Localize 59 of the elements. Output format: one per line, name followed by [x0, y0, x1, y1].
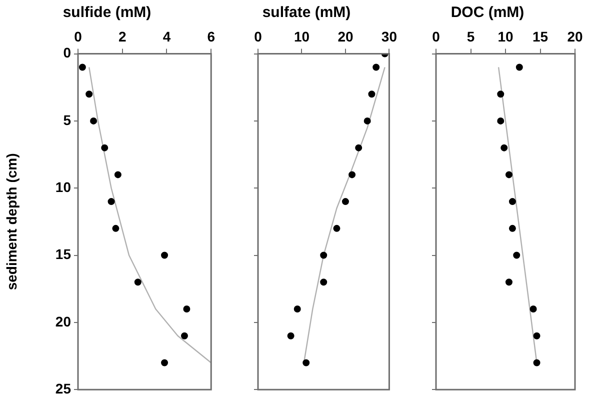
point [78, 64, 86, 71]
x-tick-label: 0 [74, 28, 82, 44]
x-tick-label: 20 [567, 28, 583, 44]
point [333, 224, 340, 232]
point [114, 171, 122, 178]
x-tick-label: 0 [432, 28, 440, 44]
y-tick-label: 20 [55, 313, 72, 330]
point [497, 90, 504, 98]
point [112, 224, 120, 232]
y-tick-label: 5 [63, 112, 72, 128]
point [183, 306, 190, 313]
point [368, 90, 376, 98]
x-tick-label: 15 [532, 28, 548, 44]
x-tick-label: 4 [162, 28, 171, 44]
point [294, 306, 301, 313]
point [348, 171, 356, 178]
point [364, 117, 371, 124]
x-tick-label: 30 [381, 28, 398, 44]
point [355, 144, 362, 152]
y-tick-label: 15 [55, 246, 72, 262]
chart-title: DOC (mM) [450, 4, 524, 22]
x-tick-label: 10 [498, 28, 514, 44]
y-tick-label: 25 [55, 380, 72, 396]
point [134, 278, 142, 286]
point [342, 198, 349, 206]
x-tick-label: 2 [118, 28, 126, 44]
x-tick-label: 6 [207, 28, 216, 44]
point [516, 64, 523, 71]
point [302, 359, 310, 366]
x-tick-label: 10 [294, 28, 310, 44]
point [530, 306, 537, 313]
x-tick-label: 20 [338, 28, 354, 44]
point [508, 198, 516, 206]
point [86, 90, 93, 98]
point [108, 198, 115, 206]
y-tick-label: 0 [63, 44, 72, 61]
point [161, 359, 168, 366]
point [320, 252, 328, 259]
point [500, 144, 508, 152]
point [533, 359, 540, 366]
x-tick-label: 0 [254, 28, 262, 44]
chart-title: sulfide (mM) [62, 4, 152, 22]
point [320, 278, 328, 286]
point [287, 332, 294, 340]
point [533, 332, 540, 340]
chart-title: sulfate (mM) [262, 4, 351, 22]
point [497, 117, 504, 124]
y-axis-title: sediment depth (cm) [3, 153, 20, 290]
point [161, 252, 168, 259]
point [505, 171, 512, 178]
point [508, 224, 516, 232]
x-tick-label: 5 [466, 28, 475, 44]
point [90, 117, 98, 124]
point [101, 144, 108, 152]
point [372, 64, 380, 71]
point [180, 332, 188, 340]
point [505, 278, 512, 286]
point [513, 252, 520, 259]
y-tick-label: 10 [55, 178, 72, 195]
